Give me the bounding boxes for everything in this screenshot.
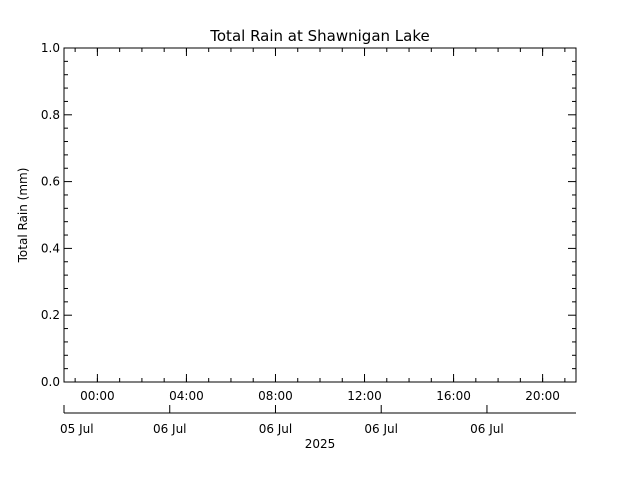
x-tick-label: 04:00 (169, 389, 204, 403)
plot-frame (63, 47, 577, 383)
y-axis: 0.0 0.2 0.4 0.6 0.8 1.0 (41, 41, 576, 389)
y-tick-label: 1.0 (41, 41, 60, 55)
y-tick-label: 0.0 (41, 375, 60, 389)
x-tick-label: 16:00 (436, 389, 471, 403)
x-tick-label: 00:00 (80, 389, 115, 403)
year-label: 2025 (305, 437, 336, 451)
y-tick-label: 0.4 (41, 241, 60, 255)
y-tick-label: 0.2 (41, 308, 60, 322)
x-tick-label: 08:00 (258, 389, 293, 403)
chart-title: Total Rain at Shawnigan Lake (209, 27, 429, 45)
y-tick-label: 0.6 (41, 175, 60, 189)
date-tick-label: 06 Jul (470, 422, 504, 436)
y-axis-label: Total Rain (mm) (16, 168, 30, 264)
x-tick-label: 12:00 (347, 389, 382, 403)
date-tick-label: 05 Jul (60, 422, 94, 436)
y-tick-label: 0.8 (41, 108, 60, 122)
date-tick-label: 06 Jul (153, 422, 187, 436)
x-tick-label: 20:00 (525, 389, 560, 403)
x-axis-time: 00:00 04:00 08:00 12:00 16:00 20:00 (74, 48, 566, 403)
x-axis-date: 05 Jul 06 Jul 06 Jul 06 Jul 06 Jul (60, 405, 504, 436)
date-tick-label: 06 Jul (364, 422, 398, 436)
date-tick-label: 06 Jul (259, 422, 293, 436)
